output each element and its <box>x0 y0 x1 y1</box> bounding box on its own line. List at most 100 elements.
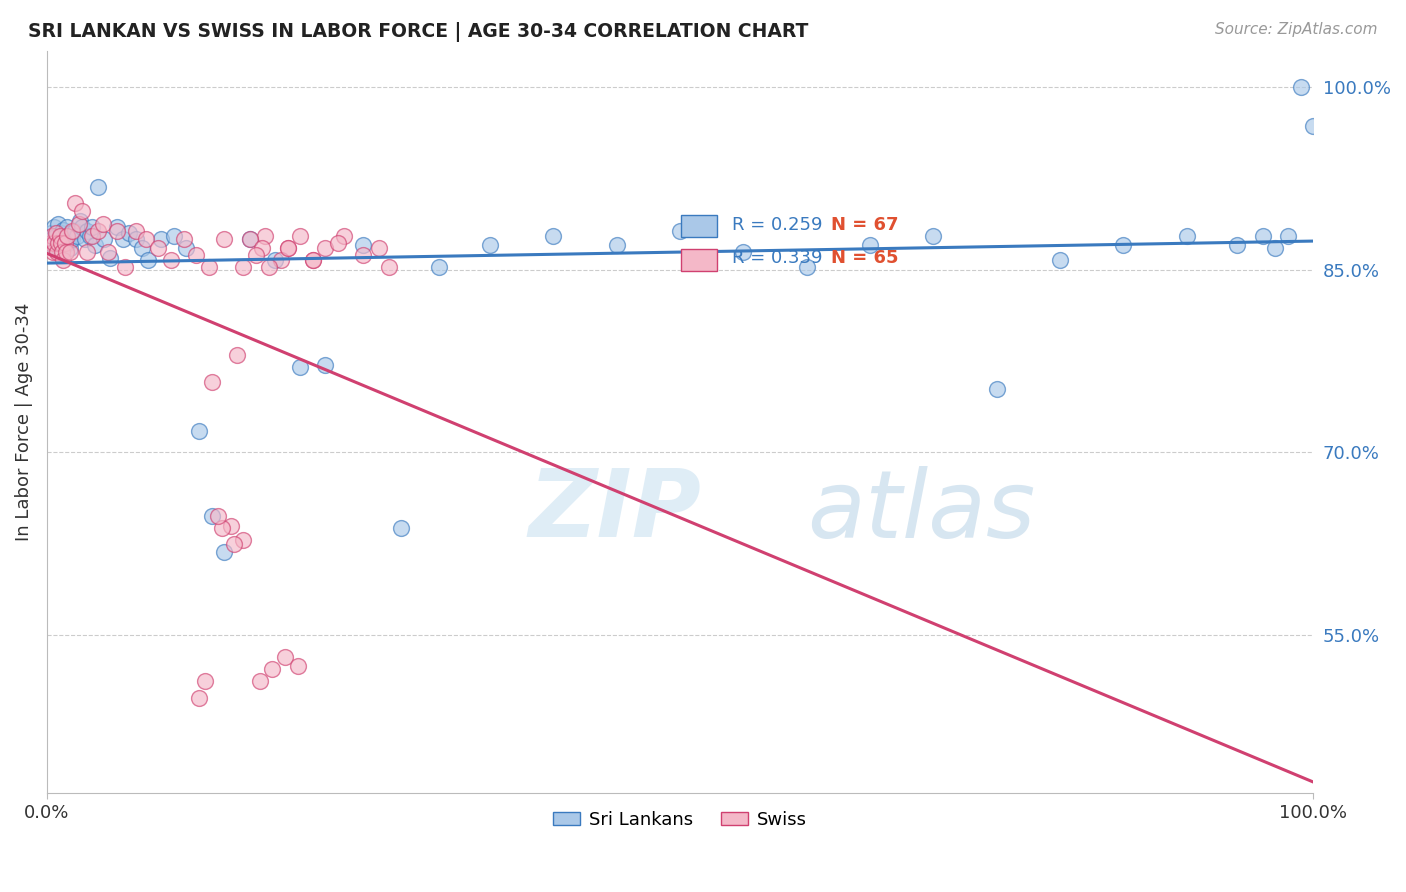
Point <box>1112 238 1135 252</box>
Point <box>270 253 292 268</box>
Text: ZIP: ZIP <box>529 465 702 558</box>
Text: N = 67: N = 67 <box>831 217 898 235</box>
Point <box>200 508 222 523</box>
Point <box>51 232 73 246</box>
Point <box>301 253 323 268</box>
Point <box>82 220 104 235</box>
Point <box>98 251 121 265</box>
Point <box>49 227 72 241</box>
FancyBboxPatch shape <box>681 249 717 271</box>
Point <box>60 232 83 246</box>
Text: atlas: atlas <box>807 466 1035 557</box>
Point <box>274 650 297 665</box>
Point <box>49 235 72 250</box>
Point <box>97 244 120 259</box>
Point <box>187 424 209 438</box>
Point <box>79 228 101 243</box>
Point <box>39 227 62 241</box>
Point <box>245 248 267 262</box>
Point <box>391 521 413 535</box>
Point <box>73 232 96 246</box>
Point <box>46 217 69 231</box>
Point <box>429 260 451 275</box>
Point <box>51 244 73 259</box>
Point <box>276 241 298 255</box>
Point <box>45 228 67 243</box>
Point <box>669 224 692 238</box>
Point <box>76 244 98 259</box>
Point <box>63 224 86 238</box>
Point <box>86 224 108 238</box>
Point <box>1277 228 1299 243</box>
Point <box>41 228 63 243</box>
Point <box>733 244 755 259</box>
Point <box>922 228 945 243</box>
Point <box>287 658 309 673</box>
Point <box>238 232 260 246</box>
Point <box>224 537 246 551</box>
Point <box>44 220 66 235</box>
Point <box>238 232 260 246</box>
Text: R = 0.259: R = 0.259 <box>733 217 823 235</box>
Point <box>543 228 565 243</box>
Point <box>1175 228 1198 243</box>
Point <box>53 238 76 252</box>
Point <box>72 220 94 235</box>
Point <box>55 230 77 244</box>
Point <box>1049 253 1071 268</box>
Point <box>135 232 157 246</box>
Point <box>76 224 98 238</box>
Point <box>194 674 217 689</box>
Point <box>42 238 65 252</box>
Point <box>60 224 83 238</box>
Point <box>212 545 235 559</box>
Point <box>48 228 70 243</box>
Point <box>301 253 323 268</box>
Point <box>211 521 233 535</box>
Point <box>63 195 86 210</box>
Point <box>367 241 389 255</box>
Point <box>44 235 66 250</box>
Point <box>69 214 91 228</box>
Point <box>315 241 337 255</box>
Point <box>58 235 80 250</box>
Point <box>66 228 89 243</box>
Point <box>105 224 128 238</box>
Point <box>200 375 222 389</box>
Y-axis label: In Labor Force | Age 30-34: In Labor Force | Age 30-34 <box>15 302 32 541</box>
Point <box>162 228 184 243</box>
Legend: Sri Lankans, Swiss: Sri Lankans, Swiss <box>546 804 814 837</box>
Point <box>479 238 502 252</box>
Point <box>136 253 159 268</box>
Point <box>91 217 114 231</box>
Point <box>84 238 107 252</box>
Point <box>225 348 247 362</box>
Point <box>46 235 69 250</box>
FancyBboxPatch shape <box>681 215 717 237</box>
Point <box>232 260 254 275</box>
Point <box>353 248 375 262</box>
Point <box>148 241 170 255</box>
Point <box>333 228 356 243</box>
Point <box>114 260 136 275</box>
Point <box>56 228 79 243</box>
Point <box>46 244 69 259</box>
Text: SRI LANKAN VS SWISS IN LABOR FORCE | AGE 30-34 CORRELATION CHART: SRI LANKAN VS SWISS IN LABOR FORCE | AGE… <box>28 22 808 42</box>
Point <box>378 260 401 275</box>
Point <box>198 260 221 275</box>
Point <box>46 235 69 250</box>
Point <box>59 244 82 259</box>
Point <box>52 253 75 268</box>
Text: R = 0.339: R = 0.339 <box>733 250 823 268</box>
Point <box>1289 80 1312 95</box>
Point <box>93 232 115 246</box>
Point <box>48 244 70 259</box>
Point <box>219 518 242 533</box>
Point <box>67 217 90 231</box>
Point <box>59 227 82 241</box>
Point <box>353 238 375 252</box>
Point <box>131 241 153 255</box>
Point <box>986 382 1008 396</box>
Point <box>72 204 94 219</box>
Point <box>187 691 209 706</box>
